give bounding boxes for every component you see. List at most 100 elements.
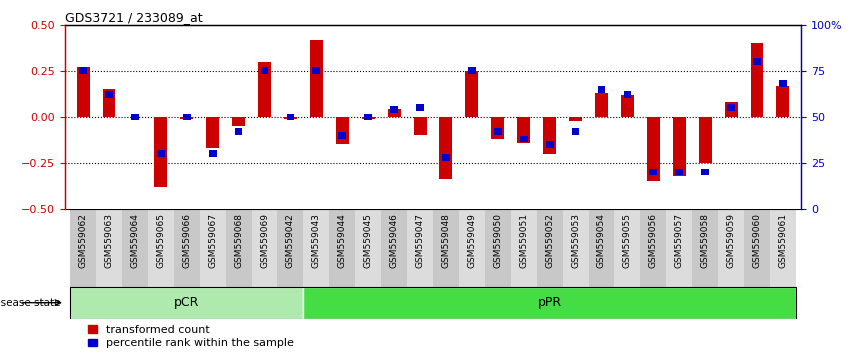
Text: GSM559057: GSM559057 <box>675 213 684 268</box>
Bar <box>624 91 631 98</box>
Bar <box>520 136 527 142</box>
Text: disease state: disease state <box>0 298 61 308</box>
Bar <box>277 209 303 287</box>
Text: GSM559050: GSM559050 <box>494 213 502 268</box>
Bar <box>650 169 657 175</box>
Text: GSM559053: GSM559053 <box>571 213 580 268</box>
Bar <box>491 117 504 139</box>
Bar <box>200 209 226 287</box>
Text: pPR: pPR <box>538 296 562 309</box>
Bar <box>131 114 139 120</box>
Bar <box>339 132 346 138</box>
Text: GSM559046: GSM559046 <box>390 213 398 268</box>
Text: GSM559047: GSM559047 <box>416 213 424 268</box>
Bar <box>615 209 640 287</box>
Bar <box>303 287 796 319</box>
Text: GSM559064: GSM559064 <box>131 213 139 268</box>
Text: GSM559059: GSM559059 <box>727 213 735 268</box>
Bar <box>725 102 738 117</box>
Bar <box>699 117 712 163</box>
Bar <box>511 209 537 287</box>
Text: GSM559048: GSM559048 <box>442 213 450 268</box>
Text: GSM559042: GSM559042 <box>286 213 295 268</box>
Bar <box>494 128 501 135</box>
Bar <box>391 106 398 113</box>
Bar <box>174 209 200 287</box>
Bar <box>751 43 764 117</box>
Text: GSM559067: GSM559067 <box>208 213 217 268</box>
Text: GSM559058: GSM559058 <box>701 213 709 268</box>
Bar <box>770 209 796 287</box>
Bar <box>673 117 686 176</box>
Text: GSM559061: GSM559061 <box>779 213 787 268</box>
Bar <box>417 104 424 111</box>
Bar <box>621 95 634 117</box>
Bar <box>666 209 692 287</box>
Bar <box>381 209 407 287</box>
Bar <box>70 209 96 287</box>
Bar <box>102 89 115 117</box>
Bar <box>235 128 242 135</box>
Bar <box>465 71 478 117</box>
Bar <box>180 117 193 119</box>
Bar <box>310 40 323 117</box>
Bar <box>287 114 294 120</box>
Bar <box>329 209 355 287</box>
Bar <box>313 68 320 74</box>
Bar <box>258 62 271 117</box>
Text: GSM559062: GSM559062 <box>79 213 87 268</box>
Bar <box>261 68 268 74</box>
Bar <box>563 209 589 287</box>
Bar <box>598 86 605 92</box>
Bar <box>70 287 303 319</box>
Text: GSM559043: GSM559043 <box>312 213 321 268</box>
Text: GSM559063: GSM559063 <box>105 213 113 268</box>
Text: GSM559045: GSM559045 <box>364 213 372 268</box>
Text: GSM559060: GSM559060 <box>753 213 761 268</box>
Text: GSM559054: GSM559054 <box>597 213 606 268</box>
Bar <box>303 209 329 287</box>
Bar <box>148 209 174 287</box>
Bar <box>537 209 563 287</box>
Bar <box>76 67 89 117</box>
Bar <box>105 91 113 98</box>
Text: GSM559049: GSM559049 <box>468 213 476 268</box>
Bar <box>362 117 375 119</box>
Text: GSM559051: GSM559051 <box>520 213 528 268</box>
Text: GSM559069: GSM559069 <box>260 213 269 268</box>
Bar <box>572 128 579 135</box>
Bar <box>468 68 475 74</box>
Bar <box>284 117 297 119</box>
Text: GSM559052: GSM559052 <box>545 213 554 268</box>
Text: GSM559056: GSM559056 <box>649 213 658 268</box>
Text: GSM559065: GSM559065 <box>157 213 165 268</box>
Bar <box>439 117 452 179</box>
Bar <box>647 117 660 181</box>
Bar <box>589 209 615 287</box>
Bar <box>485 209 511 287</box>
Bar <box>365 114 372 120</box>
Bar <box>640 209 666 287</box>
Bar <box>407 209 433 287</box>
Bar <box>414 117 427 135</box>
Bar <box>388 109 401 117</box>
Bar <box>433 209 459 287</box>
Bar <box>459 209 485 287</box>
Bar <box>157 150 165 157</box>
Bar <box>336 117 349 144</box>
Bar <box>675 169 683 175</box>
Bar <box>718 209 744 287</box>
Bar <box>251 209 277 287</box>
Bar <box>779 80 787 87</box>
Bar <box>546 141 553 148</box>
Bar <box>154 117 167 187</box>
Bar <box>96 209 122 287</box>
Bar <box>543 117 556 154</box>
Bar <box>209 150 216 157</box>
Text: GSM559044: GSM559044 <box>338 213 346 268</box>
Text: GSM559055: GSM559055 <box>623 213 632 268</box>
Bar <box>727 104 735 111</box>
Text: GSM559068: GSM559068 <box>234 213 243 268</box>
Legend: transformed count, percentile rank within the sample: transformed count, percentile rank withi… <box>87 325 294 348</box>
Bar <box>692 209 718 287</box>
